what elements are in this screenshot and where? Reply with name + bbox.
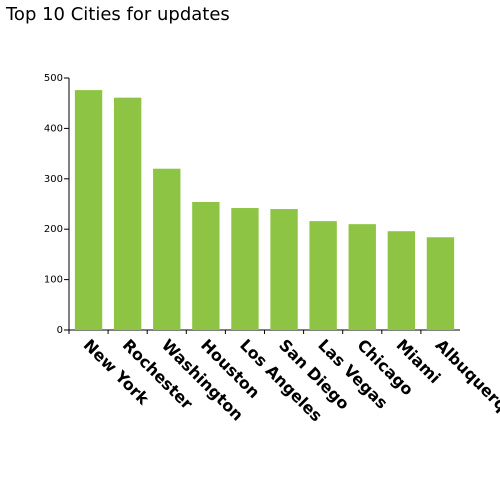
y-axis: 0 100 200 300 400 500 bbox=[44, 73, 70, 336]
x-axis bbox=[68, 329, 460, 334]
y-tick-label: 100 bbox=[44, 275, 63, 286]
bar bbox=[309, 221, 337, 330]
bar bbox=[113, 97, 142, 330]
bar bbox=[270, 209, 298, 330]
bar bbox=[387, 231, 416, 330]
bar bbox=[74, 90, 103, 330]
x-tick-label: Albuquerque bbox=[432, 335, 500, 431]
bar bbox=[426, 237, 455, 330]
bar bbox=[348, 224, 376, 330]
y-tick-label: 200 bbox=[44, 224, 63, 235]
y-tick-label: 300 bbox=[44, 174, 63, 185]
bars bbox=[74, 90, 455, 330]
bar bbox=[231, 208, 259, 330]
y-tick-label: 400 bbox=[44, 123, 63, 134]
bar bbox=[192, 201, 220, 330]
bar bbox=[153, 168, 181, 330]
y-tick-label: 500 bbox=[44, 73, 63, 84]
y-tick-label: 0 bbox=[57, 325, 63, 336]
chart-title: Top 10 Cities for updates bbox=[6, 4, 230, 25]
